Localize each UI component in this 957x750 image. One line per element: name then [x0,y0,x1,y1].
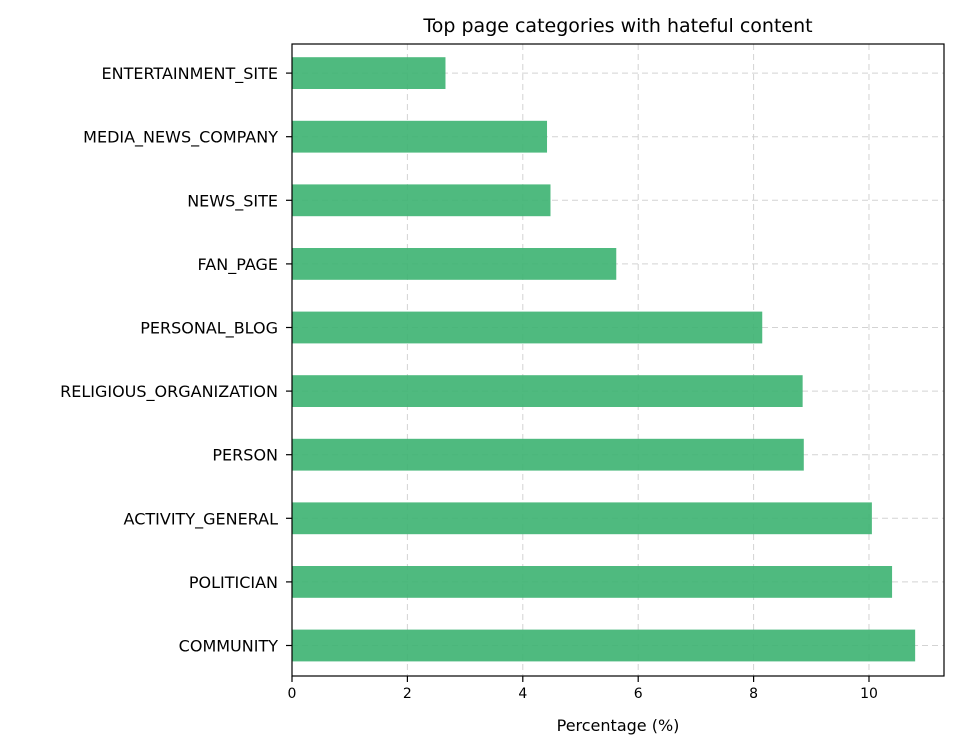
x-axis-label: Percentage (%) [557,716,680,735]
x-tick-label-2: 4 [518,686,527,702]
x-tick-label-4: 8 [749,686,758,702]
chart-title: Top page categories with hateful content [422,15,812,37]
x-axis: 0 2 4 6 8 10 [288,676,878,702]
x-tick-label-3: 6 [634,686,643,702]
bar-activity-general [292,502,872,535]
bar-entertainment-site [292,57,446,89]
y-tick-label-activity-general: ACTIVITY_GENERAL [124,509,279,529]
y-tick-label-person: PERSON [212,446,278,465]
bar-community [292,629,916,662]
y-tick-label-politician: POLITICIAN [189,573,278,592]
bar-politician [292,566,893,598]
y-axis: COMMUNITY POLITICIAN ACTIVITY_GENERAL PERSO… [60,64,292,656]
y-tick-label-entertainment-site: ENTERTAINMENT_SITE [102,64,279,84]
x-tick-label-0: 0 [288,686,297,702]
bar-media-news-company [292,120,548,153]
bar-religious-organization [292,375,803,407]
y-tick-label-personal-blog: PERSONAL_BLOG [140,319,278,339]
x-tick-label-1: 2 [403,686,412,702]
bar-person [292,438,804,471]
y-tick-label-community: COMMUNITY [179,637,279,656]
y-tick-label-religious-organization: RELIGIOUS_ORGANIZATION [60,382,278,402]
y-tick-label-media-news-company: MEDIA_NEWS_COMPANY [83,128,278,148]
bars [292,57,916,662]
bar-fan-page [292,248,617,280]
plot-frame [291,43,945,677]
bar-personal-blog [292,311,763,344]
y-tick-label-news-site: NEWS_SITE [187,191,278,211]
y-tick-label-fan-page: FAN_PAGE [198,255,278,275]
bar-news-site [292,184,551,217]
x-tick-label-5: 10 [860,686,878,702]
